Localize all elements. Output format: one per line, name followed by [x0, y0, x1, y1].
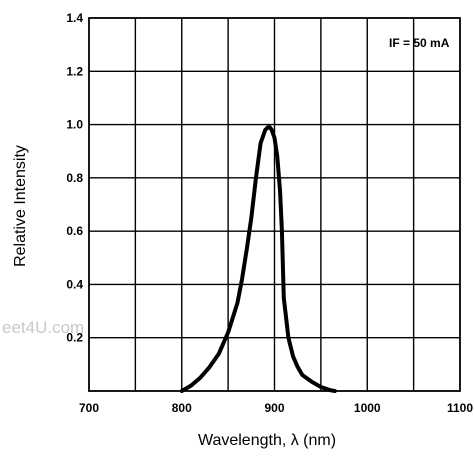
watermark-text: eet4U.com: [2, 318, 84, 337]
y-tick-label: 0.8: [66, 171, 83, 185]
y-axis-title: Relative Intensity: [12, 145, 29, 267]
x-tick-label: 800: [172, 401, 192, 415]
watermark-layer: eet4U.com: [2, 318, 84, 337]
x-tick-label: 1100: [447, 401, 473, 415]
tick-labels: 700 800 900 1000 1100 0.2 0.4 0.6 0.8 1.0 1.2 1.4: [66, 11, 473, 415]
plot-frame: [88, 17, 461, 392]
y-tick-label: 1.4: [66, 11, 83, 25]
current-annotation: IF = 50 mA: [389, 36, 450, 50]
x-axis-title: Wavelength, λ (nm): [198, 432, 336, 449]
grid-lines: [89, 18, 460, 391]
y-tick-label: 0.6: [66, 224, 83, 238]
x-tick-label: 1000: [354, 401, 381, 415]
intensity-curve: [179, 125, 337, 393]
x-tick-label: 900: [264, 401, 284, 415]
y-tick-label: 0.2: [66, 331, 83, 345]
y-tick-label: 1.2: [66, 64, 83, 78]
y-tick-label: 1.0: [66, 118, 83, 132]
series-layer: [179, 125, 337, 393]
y-tick-label: 0.4: [66, 277, 83, 291]
x-tick-label: 700: [79, 401, 99, 415]
plot-border: [88, 17, 461, 392]
